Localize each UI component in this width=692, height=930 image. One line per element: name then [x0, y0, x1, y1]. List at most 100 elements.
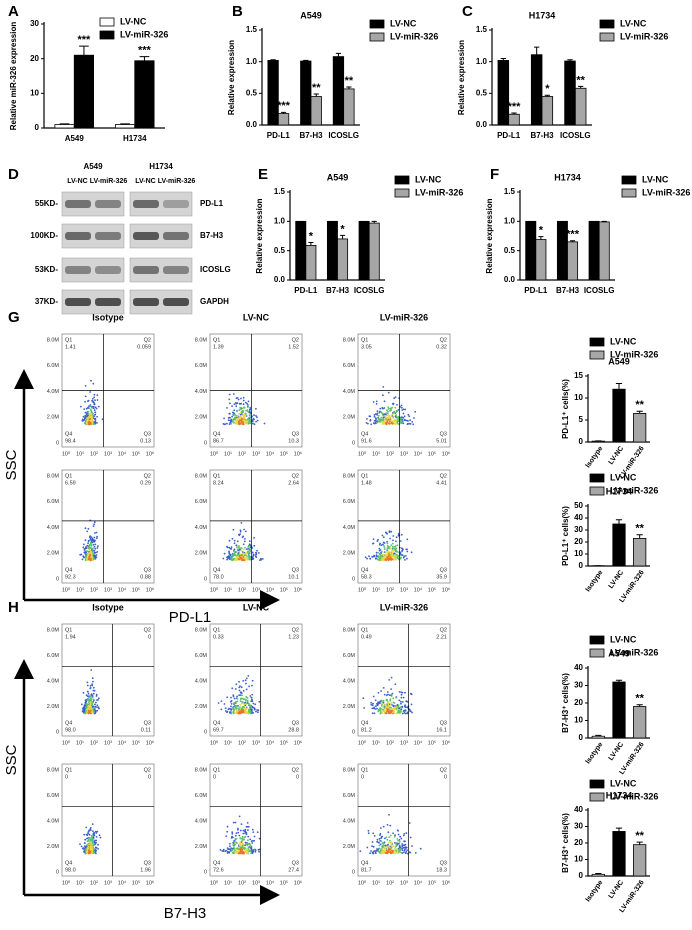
significance: **	[635, 693, 644, 705]
quadrant-name: Q4	[361, 720, 368, 726]
bar	[73, 54, 95, 129]
event-dot	[396, 709, 398, 712]
event-dot	[391, 423, 394, 425]
event-dot	[230, 422, 233, 425]
y-tick-label: 0	[352, 576, 355, 582]
event-dot	[401, 843, 403, 845]
event-dot	[410, 551, 413, 554]
blot-band	[133, 200, 159, 208]
event-dot	[263, 422, 266, 425]
event-dot	[244, 553, 247, 555]
event-dot	[378, 414, 380, 417]
event-dot	[394, 848, 397, 850]
event-dot	[386, 556, 389, 559]
event-dot	[375, 557, 378, 560]
quadrant-name: Q2	[144, 627, 151, 633]
event-dot	[383, 849, 385, 852]
event-dot	[390, 695, 393, 697]
quadrant-value: 10.3	[288, 438, 299, 444]
event-dot	[389, 418, 392, 421]
quadrant-name: Q1	[213, 767, 220, 773]
event-dot	[248, 703, 250, 705]
legend-swatch	[589, 635, 605, 645]
event-dot	[97, 843, 99, 846]
event-dot	[92, 417, 95, 420]
event-dot	[384, 850, 386, 853]
event-dot	[378, 549, 381, 552]
event-dot	[240, 823, 243, 825]
y-tick-label: 40	[574, 663, 583, 672]
x-tick-label: 10¹	[76, 451, 84, 457]
event-dot	[401, 712, 404, 715]
event-dot	[251, 693, 254, 696]
x-tick-label: 10⁰	[62, 739, 71, 746]
event-dot	[393, 422, 396, 425]
event-dot	[92, 680, 94, 683]
event-dot	[97, 706, 99, 709]
event-dot	[88, 536, 91, 539]
event-dot	[257, 711, 259, 714]
event-dot	[399, 540, 402, 542]
legend-label: LV-NC	[120, 16, 147, 26]
event-dot	[247, 404, 249, 406]
event-dot	[386, 532, 388, 535]
event-dot	[414, 410, 417, 413]
event-dot	[389, 702, 392, 705]
quadrant-name: Q4	[361, 860, 368, 866]
event-dot	[84, 414, 87, 417]
x-tick-label: 10⁶	[294, 879, 302, 886]
event-dot	[236, 410, 238, 412]
event-dot	[83, 848, 85, 850]
event-dot	[89, 829, 92, 831]
x-tick-label: 10³	[104, 587, 112, 593]
event-dot	[370, 701, 372, 704]
blot-band	[163, 298, 189, 306]
y-tick-label: 6.0M	[47, 793, 60, 799]
x-tick-label: 10⁶	[146, 450, 154, 457]
event-dot	[241, 411, 244, 414]
marker-label: 55KD-	[35, 199, 58, 208]
event-dot	[390, 688, 392, 690]
x-tick-label: 10⁴	[266, 879, 275, 886]
y-tick-label: 8.0M	[343, 627, 356, 633]
event-dot	[406, 423, 409, 426]
event-dot	[244, 699, 247, 702]
event-dot	[386, 852, 389, 855]
event-dot	[374, 413, 377, 415]
event-dot	[83, 418, 86, 421]
quadrant-name: Q3	[440, 720, 447, 726]
event-dot	[388, 679, 391, 681]
quadrant-value: 91.6	[361, 438, 372, 444]
event-dot	[378, 708, 381, 711]
y-tick-label: 8.0M	[47, 337, 60, 343]
protein-label: PD-L1	[200, 199, 224, 208]
quadrant-name: Q4	[213, 431, 220, 437]
event-dot	[253, 708, 256, 711]
event-dot	[406, 557, 408, 560]
error-bar	[615, 382, 623, 390]
event-dot	[386, 824, 389, 826]
event-dot	[379, 707, 382, 710]
event-dot	[247, 546, 250, 548]
event-dot	[390, 704, 392, 707]
event-dot	[239, 703, 242, 706]
bar	[535, 239, 547, 281]
event-dot	[90, 700, 93, 702]
event-dot	[95, 701, 97, 704]
event-dot	[234, 688, 237, 690]
event-dot	[404, 408, 407, 411]
legend-swatch	[369, 32, 385, 42]
y-tick-label: 2.0M	[195, 415, 208, 421]
event-dot	[232, 707, 235, 710]
bar	[368, 222, 380, 281]
quadrant-value: 0.059	[137, 344, 151, 350]
event-dot	[240, 692, 243, 694]
event-dot	[400, 691, 403, 694]
event-dot	[92, 547, 94, 549]
event-dot	[242, 680, 245, 682]
y-tick-label: 0	[579, 437, 584, 446]
x-tick-label: A549	[65, 134, 85, 143]
event-dot	[382, 386, 385, 388]
x-tick-label: 10³	[252, 740, 260, 746]
event-dot	[401, 845, 404, 848]
